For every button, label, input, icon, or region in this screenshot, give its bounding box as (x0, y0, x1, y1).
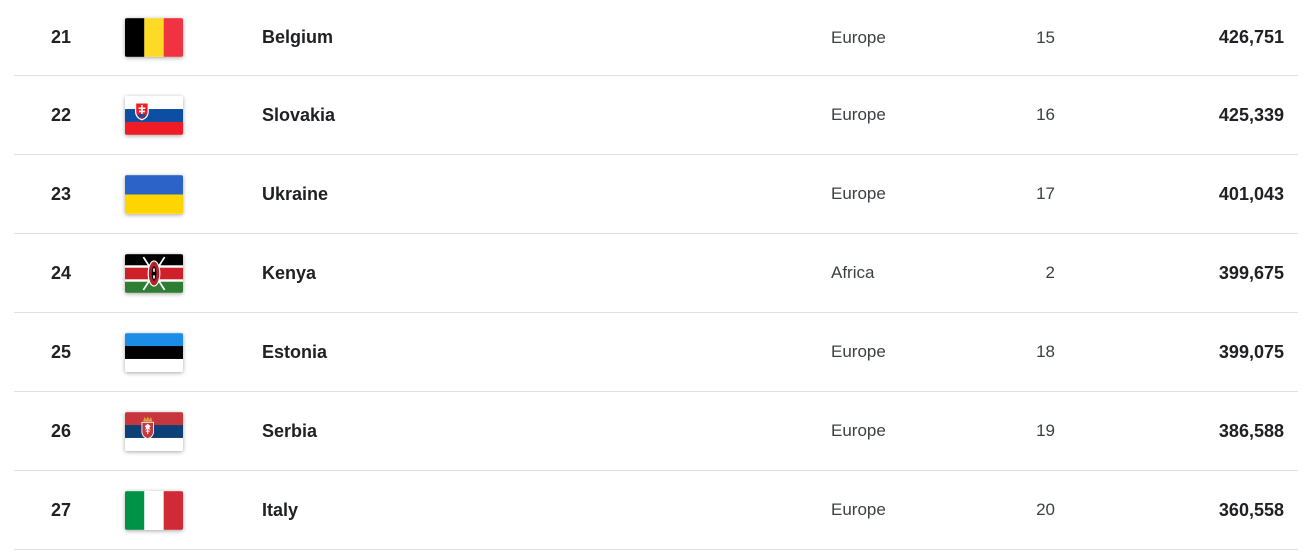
country-name: Ukraine (262, 183, 329, 204)
flag-serbia-icon (125, 411, 183, 451)
flag-belgium-icon (125, 18, 183, 57)
table-row: 23 Ukraine Europe 17 401,043 (14, 155, 1298, 234)
flag-cell (108, 253, 259, 293)
flag-cell (108, 490, 259, 530)
rank-cell: 21 (50, 27, 72, 47)
table-row: 27 Italy Europe 20 360,558 (14, 471, 1298, 550)
flag-cell (108, 95, 259, 135)
rank-cell: 27 (50, 499, 72, 520)
country-name: Estonia (262, 341, 328, 362)
continent-rank: 18 (1036, 342, 1055, 361)
table-row: 26 Serbia Europe 19 386,588 (14, 392, 1298, 471)
country-name: Kenya (262, 262, 317, 283)
flag-cell (108, 332, 259, 372)
value-cell: 426,751 (1218, 27, 1284, 47)
continent-label: Europe (831, 184, 886, 203)
value-cell: 360,558 (1218, 499, 1284, 520)
flag-slovakia-icon (125, 95, 183, 135)
continent-rank: 17 (1036, 184, 1055, 203)
continent-rank: 19 (1036, 421, 1055, 440)
table-row: 24 Kenya Africa 2 399,675 (14, 234, 1298, 313)
continent-label: Europe (831, 421, 886, 440)
rank-cell: 22 (50, 104, 72, 125)
value-cell: 399,075 (1218, 341, 1284, 362)
continent-rank: 20 (1036, 500, 1055, 519)
table-row: 22 Slovakia Europe 16 425,339 (14, 76, 1298, 155)
continent-label: Europe (831, 500, 886, 519)
continent-rank: 2 (1045, 263, 1055, 282)
table-row: 25 Estonia Europe 18 399,075 (14, 313, 1298, 392)
country-name: Serbia (262, 420, 318, 441)
continent-label: Europe (831, 105, 886, 124)
country-name: Belgium (262, 27, 334, 47)
table-row: 21 Belgium Europe 15 426,751 (14, 0, 1298, 76)
continent-rank: 15 (1036, 27, 1055, 47)
value-cell: 386,588 (1218, 420, 1284, 441)
flag-cell (108, 411, 259, 451)
value-cell: 401,043 (1218, 183, 1284, 204)
flag-cell (108, 174, 259, 214)
continent-label: Africa (831, 263, 875, 282)
flag-ukraine-icon (125, 174, 183, 214)
flag-kenya-icon (125, 253, 183, 293)
value-cell: 399,675 (1218, 262, 1284, 283)
continent-label: Europe (831, 342, 886, 361)
country-name: Italy (262, 499, 299, 520)
rank-cell: 23 (50, 183, 72, 204)
continent-label: Europe (831, 27, 886, 47)
rank-cell: 25 (50, 341, 72, 362)
value-cell: 425,339 (1218, 104, 1284, 125)
rank-cell: 26 (50, 420, 72, 441)
flag-italy-icon (125, 490, 183, 530)
flag-cell (108, 18, 259, 57)
flag-estonia-icon (125, 332, 183, 372)
country-name: Slovakia (262, 104, 336, 125)
continent-rank: 16 (1036, 105, 1055, 124)
rank-cell: 24 (50, 262, 72, 283)
